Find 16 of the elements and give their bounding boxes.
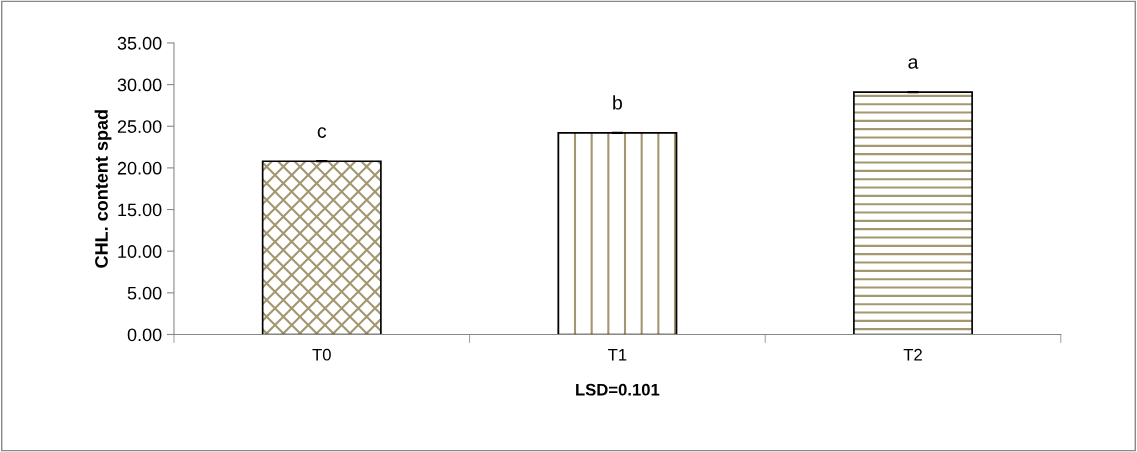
- y-tick-label: 35.00: [117, 36, 162, 50]
- y-axis-title: CHL. content spad: [94, 110, 112, 268]
- y-tick-label: 25.00: [117, 120, 162, 133]
- x-tick-label: T0: [312, 348, 331, 361]
- x-axis-title: LSD=0.101: [576, 383, 660, 396]
- y-tick-label: 30.00: [117, 78, 162, 92]
- x-tick-label: T1: [608, 348, 627, 361]
- y-tick-label: 15.00: [118, 203, 162, 217]
- x-tick-label: T2: [903, 348, 922, 361]
- annotation: a: [908, 58, 919, 69]
- annotation: b: [613, 95, 622, 110]
- annotation: c: [317, 127, 327, 138]
- y-tick-label: 0.00: [127, 328, 162, 342]
- y-tick-label: 10.00: [118, 245, 162, 258]
- y-tick-label: 5.00: [127, 286, 162, 300]
- y-tick-label: 20.00: [117, 161, 162, 175]
